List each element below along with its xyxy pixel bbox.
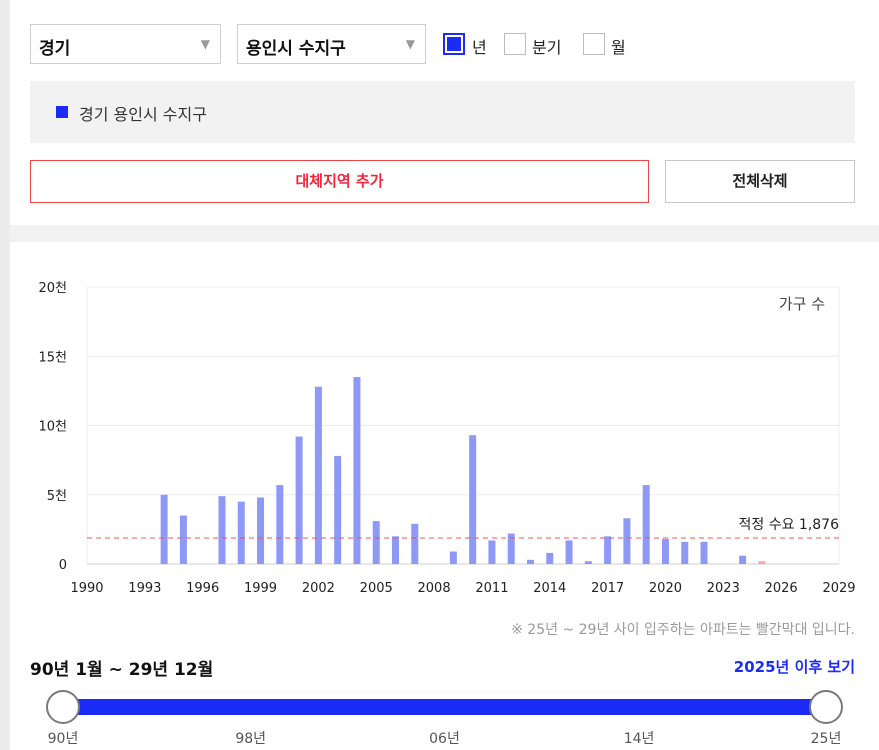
chart-bar	[392, 536, 400, 564]
x-tick-label: 2014	[533, 581, 566, 596]
chart-bar	[314, 386, 322, 564]
view-after-2025-link[interactable]: 2025년 이후 보기	[733, 658, 855, 676]
period-range-label: 90년 1월 ~ 29년 12월	[30, 660, 214, 680]
y-tick-label: 5천	[47, 489, 67, 504]
range-slider-end-handle[interactable]	[809, 690, 843, 724]
chart-bar	[642, 485, 650, 564]
x-tick-label: 2023	[707, 581, 740, 596]
chart-bar	[700, 541, 708, 564]
y-tick-label: 10천	[38, 420, 67, 435]
selected-region-box: 경기 용인시 수지구	[30, 81, 855, 143]
section-divider	[10, 225, 879, 242]
checkbox-year[interactable]	[443, 33, 465, 55]
slider-tick-label: 98년	[235, 731, 267, 747]
city-select[interactable]: 용인시 수지구 ▼	[237, 24, 426, 64]
checkbox-quarter-label: 분기	[532, 38, 562, 57]
chart-bar	[546, 552, 554, 564]
chart-bar	[681, 541, 689, 564]
x-tick-label: 2008	[418, 581, 451, 596]
chart-bar	[160, 494, 168, 564]
chart-bar	[526, 559, 534, 564]
chart-bar	[507, 533, 515, 564]
x-tick-label: 2026	[765, 581, 798, 596]
chart-bar	[584, 561, 592, 564]
chart-bar	[623, 518, 631, 564]
province-select[interactable]: 경기 ▼	[30, 24, 221, 64]
chart-bar	[334, 455, 342, 564]
checkbox-year-label: 년	[472, 38, 487, 57]
chart-bar	[218, 496, 226, 564]
checkbox-quarter[interactable]	[504, 33, 526, 55]
chart-bar	[353, 377, 361, 564]
chart-bar	[449, 551, 457, 564]
x-tick-label: 1999	[244, 581, 277, 596]
x-tick-label: 2029	[822, 581, 855, 596]
chart-bar	[257, 497, 265, 564]
selected-region-label: 경기 용인시 수지구	[79, 105, 207, 124]
chart-bar	[488, 540, 496, 564]
chart-bar	[372, 521, 380, 564]
checkbox-month[interactable]	[583, 33, 605, 55]
add-alternative-region-button[interactable]: 대체지역 추가	[30, 160, 649, 203]
range-slider-track[interactable]	[62, 699, 826, 715]
chart-bar	[758, 561, 766, 564]
x-tick-label: 2002	[302, 581, 335, 596]
chart-bar	[565, 540, 573, 564]
chart-bar	[179, 515, 187, 564]
checkbox-month-label: 월	[611, 38, 626, 57]
chart-bar	[411, 523, 419, 564]
chart-bar	[295, 436, 303, 564]
slider-tick-label: 25년	[810, 731, 842, 747]
x-tick-label: 1993	[128, 581, 161, 596]
x-tick-label: 2017	[591, 581, 624, 596]
legend-color-swatch	[56, 106, 68, 118]
slider-tick-label: 90년	[47, 731, 79, 747]
chart-bar	[661, 539, 669, 564]
chart-footnote: ※ 25년 ~ 29년 사이 입주하는 아파트는 빨간막대 입니다.	[511, 622, 855, 638]
chart-bar	[469, 435, 477, 564]
chevron-down-icon: ▼	[405, 37, 415, 51]
range-slider-start-handle[interactable]	[46, 690, 80, 724]
chart-bar	[237, 501, 245, 564]
reference-label: 적정 수요 1,876	[739, 517, 840, 533]
slider-tick-label: 14년	[623, 731, 655, 747]
province-value: 경기	[39, 39, 71, 59]
chevron-down-icon: ▼	[200, 37, 210, 51]
x-tick-label: 2020	[649, 581, 682, 596]
chart-bar	[276, 485, 284, 564]
y-tick-label: 15천	[38, 350, 67, 365]
x-tick-label: 2005	[360, 581, 393, 596]
delete-all-button[interactable]: 전체삭제	[665, 160, 855, 203]
x-tick-label: 2011	[475, 581, 508, 596]
x-tick-label: 1996	[186, 581, 219, 596]
filter-panel: 경기 ▼ 용인시 수지구 ▼ 년 분기 월 경기 용인시 수지구 대체지역 추가…	[10, 0, 879, 225]
slider-tick-label: 06년	[429, 731, 460, 747]
page-frame: 경기 ▼ 용인시 수지구 ▼ 년 분기 월 경기 용인시 수지구 대체지역 추가…	[10, 0, 879, 750]
chart-bar	[739, 555, 747, 564]
city-value: 용인시 수지구	[246, 39, 346, 59]
supply-bar-chart: 0 5천 10천 15천 20천 1990 1993 1996 1999 2002 2005 2008…	[38, 281, 855, 596]
unit-label: 가구 수	[779, 295, 825, 313]
y-tick-label: 0	[59, 558, 67, 573]
chart-bar	[604, 536, 612, 564]
x-tick-label: 1990	[70, 581, 103, 596]
y-tick-label: 20천	[38, 281, 67, 296]
